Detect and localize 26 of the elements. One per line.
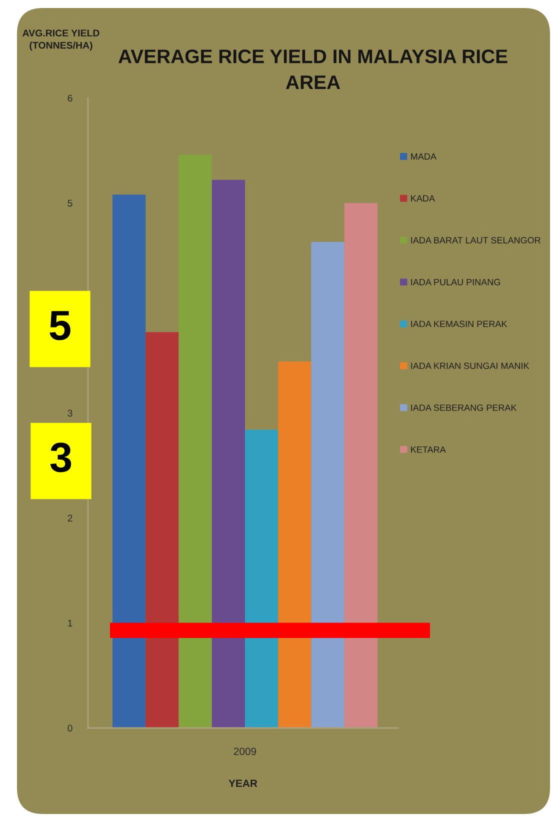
legend-label: IADA PULAU PINANG	[411, 278, 500, 286]
legend-label: IADA KEMASIN PERAK	[411, 320, 508, 328]
y-axis-title: AVG.RICE YIELD (TONNES/HA)	[22, 30, 100, 51]
legend-label: MADA	[411, 153, 436, 160]
legend-label: KADA	[411, 195, 435, 202]
legend-label: IADA SEBERANG PERAK	[411, 404, 517, 411]
bar	[146, 332, 179, 728]
x-axis-title: YEAR	[228, 780, 258, 787]
y-tick-label: 3	[68, 410, 72, 417]
bar	[178, 154, 212, 728]
y-tick-label: 6	[68, 94, 72, 102]
y-tick-label: 1	[68, 620, 72, 627]
bar	[244, 430, 278, 728]
y-tick-label: 2	[68, 514, 72, 522]
y-tick-label: 5	[68, 200, 72, 207]
legend-label: IADA BARAT LAUT SELANGOR	[411, 237, 540, 244]
chart-title: AVERAGE RICE YIELD IN MALAYSIA RICE AREA	[118, 50, 508, 89]
bar	[212, 180, 245, 728]
bar	[278, 362, 312, 728]
bar	[344, 203, 378, 728]
legend-label: IADA KRIAN SUNGAI MANIK	[411, 362, 530, 370]
legend-label: KETARA	[411, 446, 446, 453]
bar	[311, 242, 344, 728]
x-tick-label: 2009	[234, 748, 256, 756]
bar	[112, 194, 146, 728]
y-tick-label: 0	[68, 724, 72, 732]
